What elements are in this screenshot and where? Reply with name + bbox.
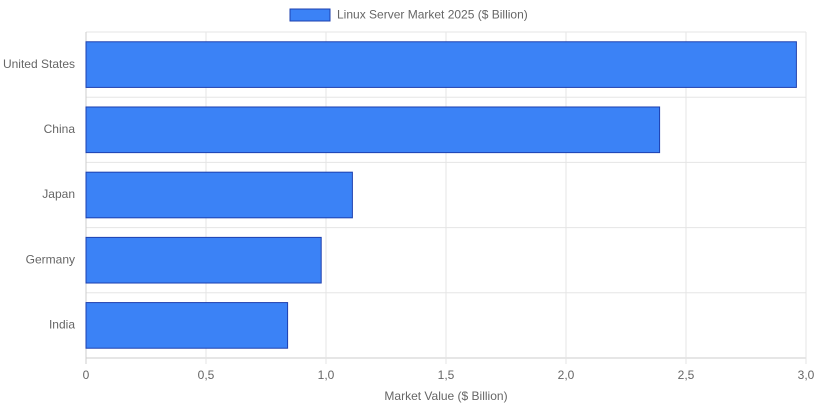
x-tick-label: 0,5 [198, 368, 215, 382]
x-tick-label: 2,0 [558, 368, 575, 382]
bar [85, 171, 353, 219]
x-axis-title: Market Value ($ Billion) [384, 389, 507, 403]
x-tick-label: 0 [83, 368, 90, 382]
y-tick-label: United States [3, 57, 75, 71]
y-tick-label: Japan [42, 187, 75, 201]
legend-label[interactable]: Linux Server Market 2025 ($ Billion) [337, 8, 528, 22]
y-tick-label: China [44, 122, 76, 136]
x-tick-label: 2,5 [678, 368, 695, 382]
bar [85, 302, 289, 349]
bar [85, 236, 322, 284]
x-tick-label: 1,5 [438, 368, 455, 382]
bar [85, 41, 797, 88]
bar [85, 106, 661, 154]
y-tick-label: Germany [26, 252, 75, 266]
x-tick-label: 3,0 [798, 368, 815, 382]
x-tick-label: 1,0 [318, 368, 335, 382]
legend-swatch[interactable] [289, 8, 331, 22]
y-tick-label: India [49, 318, 75, 332]
